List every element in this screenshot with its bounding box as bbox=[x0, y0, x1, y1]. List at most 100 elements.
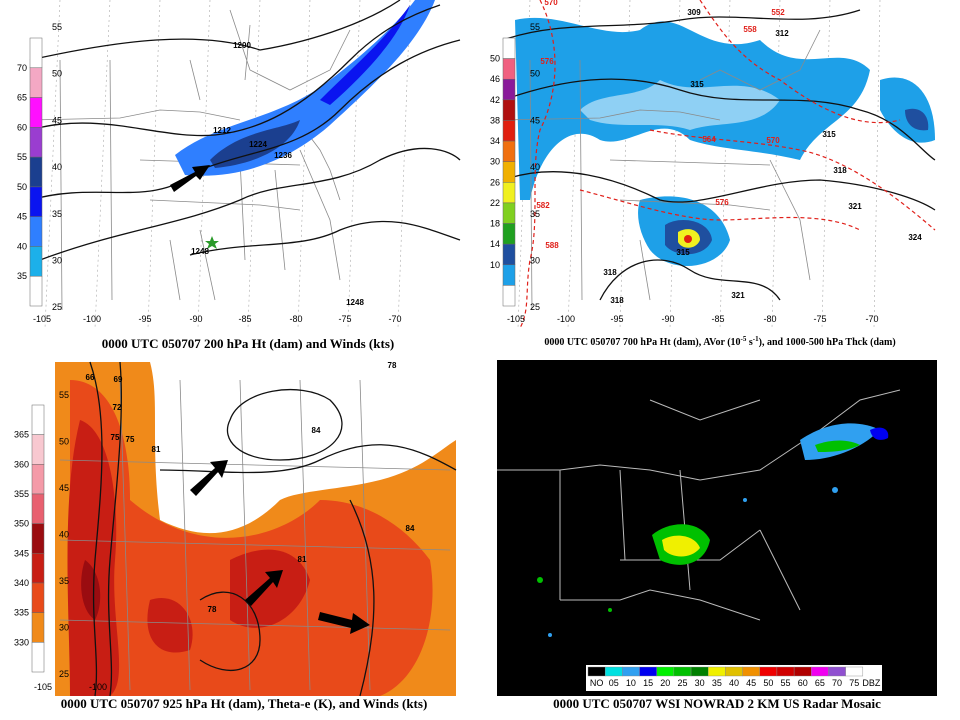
colorbar-segment bbox=[622, 666, 640, 677]
contour-label: 570 bbox=[766, 136, 780, 145]
longitude-label: -80 bbox=[289, 314, 302, 324]
latitude-label: 45 bbox=[59, 483, 69, 493]
colorbar-label: 50 bbox=[17, 182, 27, 192]
colorbar-segment bbox=[502, 37, 516, 59]
colorbar-segment bbox=[690, 666, 709, 677]
contour-label: 564 bbox=[702, 135, 716, 144]
arrow bbox=[245, 570, 283, 606]
colorbar-segment bbox=[502, 264, 516, 286]
caption-part: s bbox=[746, 337, 753, 348]
colorbar-label: 30 bbox=[695, 678, 705, 688]
colorbar-segment bbox=[502, 223, 516, 245]
arrow bbox=[318, 612, 370, 634]
contour-label: 84 bbox=[312, 426, 321, 435]
colorbar-segment bbox=[502, 78, 516, 101]
contour-label: 318 bbox=[833, 166, 847, 175]
latitude-label: 35 bbox=[530, 209, 540, 219]
colorbar-label: 30 bbox=[490, 157, 500, 167]
radar-panel bbox=[497, 360, 937, 696]
map-panel-2 bbox=[502, 0, 936, 329]
colorbar-label: 350 bbox=[14, 519, 29, 529]
contour-label: 576 bbox=[715, 198, 729, 207]
colorbar-segment bbox=[31, 493, 45, 524]
contour-label: 72 bbox=[113, 403, 122, 412]
longitude-label: -85 bbox=[711, 314, 724, 324]
colorbar-segment bbox=[811, 666, 829, 677]
contour-label: 552 bbox=[771, 8, 785, 17]
colorbar-segment bbox=[828, 666, 846, 677]
colorbar-segment bbox=[29, 186, 43, 217]
caption-superscript: -5 bbox=[741, 335, 747, 343]
colorbar-label: 50 bbox=[490, 54, 500, 64]
contour-label: 1248 bbox=[346, 298, 364, 307]
latitude-label: 30 bbox=[59, 623, 69, 633]
colorbar-segment bbox=[29, 37, 43, 69]
colorbar-label: NO bbox=[590, 678, 604, 688]
colorbar-label: 340 bbox=[14, 578, 29, 588]
colorbar-label: 40 bbox=[17, 241, 27, 251]
caption-superscript: -1 bbox=[753, 335, 759, 343]
caption-part: 0000 UTC 050707 700 hPa Ht (dam), AVor (… bbox=[544, 337, 740, 348]
contour-label: 66 bbox=[86, 373, 95, 382]
contour-label: 558 bbox=[743, 25, 757, 34]
colorbar-segment bbox=[31, 434, 45, 465]
colorbar-label: 55 bbox=[781, 678, 791, 688]
latitude-label: 40 bbox=[52, 162, 62, 172]
colorbar-segment bbox=[31, 612, 45, 643]
colorbar-segment bbox=[604, 666, 623, 677]
latitude-label: 30 bbox=[530, 256, 540, 266]
latitude-label: 45 bbox=[530, 115, 540, 125]
colorbar-segment bbox=[502, 161, 516, 183]
colorbar-segment bbox=[673, 666, 692, 677]
latitude-label: 25 bbox=[530, 302, 540, 312]
contour-label: 588 bbox=[545, 241, 559, 250]
colorbar-label: 330 bbox=[14, 637, 29, 647]
colorbar-segment bbox=[793, 666, 812, 677]
contour-label: 309 bbox=[687, 8, 701, 17]
colorbar-label: 65 bbox=[815, 678, 825, 688]
colorbar-label: 10 bbox=[626, 678, 636, 688]
colorbar-label: 25 bbox=[677, 678, 687, 688]
colorbar-label: 26 bbox=[490, 177, 500, 187]
contour-label: 315 bbox=[822, 130, 836, 139]
colorbar-segment bbox=[845, 666, 864, 677]
latitude-label: 30 bbox=[52, 256, 62, 266]
dynamic-layer: 0000 UTC 050707 200 hPa Ht (dam) and Win… bbox=[14, 0, 922, 711]
contour-label: 1200 bbox=[233, 41, 251, 50]
caption: 0000 UTC 050707 WSI NOWRAD 2 KM US Radar… bbox=[553, 696, 881, 711]
contour-label: 1212 bbox=[213, 126, 231, 135]
longitude-label: -90 bbox=[661, 314, 674, 324]
colorbar-segment bbox=[759, 666, 778, 677]
colorbar-label: 42 bbox=[490, 95, 500, 105]
contour-label: 78 bbox=[388, 361, 397, 370]
latitude-label: 25 bbox=[52, 302, 62, 312]
colorbar-label: 05 bbox=[609, 678, 619, 688]
latitude-label: 55 bbox=[52, 22, 62, 32]
colorbar-label: 60 bbox=[17, 122, 27, 132]
colorbar-segment bbox=[29, 127, 43, 158]
colorbar-segment bbox=[725, 666, 743, 677]
contour-label: 582 bbox=[536, 201, 550, 210]
colorbar-segment bbox=[31, 642, 45, 673]
colorbar-label: 75 bbox=[849, 678, 859, 688]
contour-label: 315 bbox=[690, 80, 704, 89]
colorbar-segment bbox=[708, 666, 726, 677]
colorbar-label: 38 bbox=[490, 115, 500, 125]
latitude-label: 35 bbox=[59, 576, 69, 586]
caption: 0000 UTC 050707 700 hPa Ht (dam), AVor (… bbox=[544, 335, 895, 348]
colorbar-segment bbox=[31, 523, 45, 554]
longitude-label: -90 bbox=[189, 314, 202, 324]
longitude-label: -105 bbox=[507, 314, 525, 324]
contour-label: 84 bbox=[406, 524, 415, 533]
colorbar-label: 70 bbox=[832, 678, 842, 688]
star bbox=[205, 236, 219, 249]
colorbar-label: 360 bbox=[14, 459, 29, 469]
map-panel-3 bbox=[32, 361, 457, 697]
colorbar-segment bbox=[29, 216, 43, 247]
latitude-label: 40 bbox=[530, 162, 540, 172]
contour-label: 75 bbox=[126, 435, 135, 444]
colorbar-segment bbox=[742, 666, 760, 677]
colorbar-segment bbox=[502, 99, 516, 121]
longitude-label: -75 bbox=[813, 314, 826, 324]
